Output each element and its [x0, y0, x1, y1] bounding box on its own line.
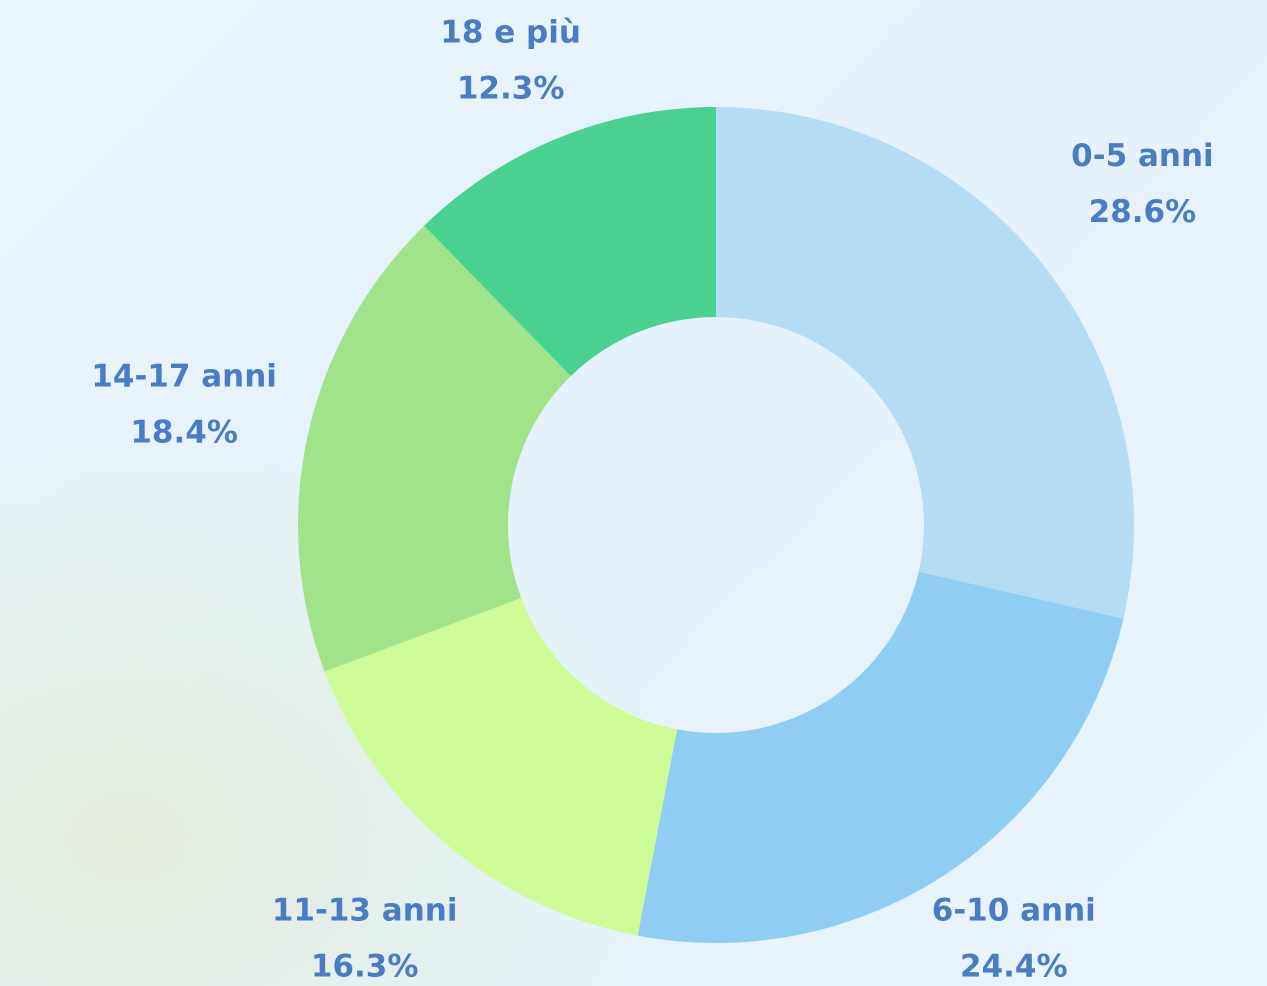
segment-value: 18.4%: [130, 415, 238, 451]
segment-value: 12.3%: [457, 71, 565, 107]
segment-label: 6-10 anni: [932, 893, 1096, 929]
segment-label: 14-17 anni: [91, 359, 277, 395]
segment-value: 24.4%: [960, 949, 1068, 985]
segment-label: 11-13 anni: [272, 893, 458, 929]
donut-segment: [716, 107, 1134, 619]
segment-label: 18 e più: [440, 15, 581, 51]
donut-segment: [637, 571, 1124, 943]
donut-segment: [424, 106, 716, 377]
segment-value: 16.3%: [311, 949, 419, 985]
segment-value: 28.6%: [1089, 194, 1197, 230]
segment-label: 0-5 anni: [1071, 138, 1213, 174]
donut-segment: [298, 225, 571, 672]
donut-segment: [324, 597, 678, 936]
